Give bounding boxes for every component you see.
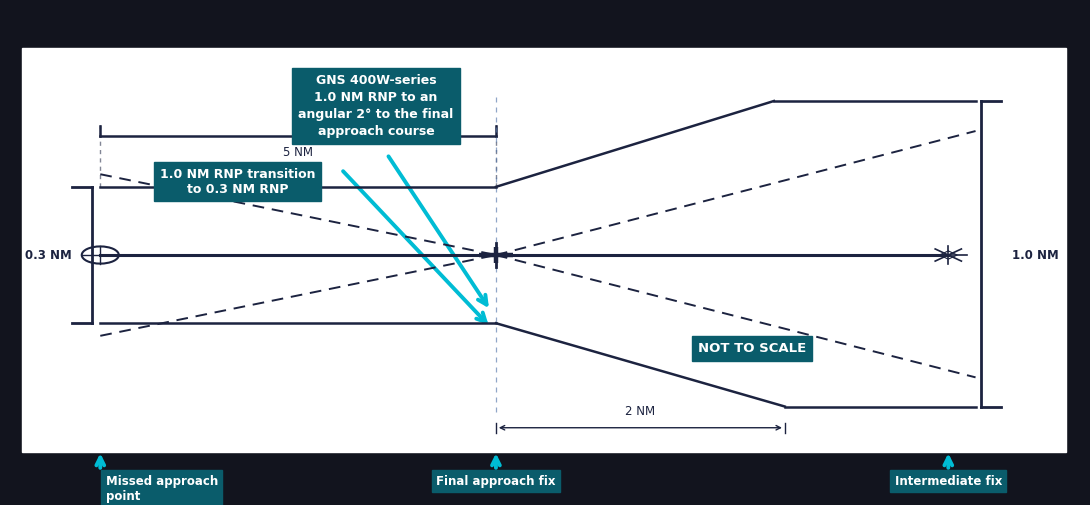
- Text: 5 NM: 5 NM: [283, 146, 313, 160]
- Text: Final approach fix: Final approach fix: [436, 475, 556, 488]
- Text: 1.0 NM RNP transition
to 0.3 NM RNP: 1.0 NM RNP transition to 0.3 NM RNP: [160, 168, 315, 196]
- Text: Intermediate fix: Intermediate fix: [895, 475, 1002, 488]
- Text: NOT TO SCALE: NOT TO SCALE: [698, 342, 807, 355]
- Text: 1.0 NM: 1.0 NM: [1013, 248, 1058, 262]
- Text: 0.3 NM: 0.3 NM: [25, 248, 71, 262]
- Text: Missed approach
point: Missed approach point: [106, 475, 218, 502]
- FancyBboxPatch shape: [22, 48, 1066, 452]
- Text: GNS 400W-series
1.0 NM RNP to an
angular 2° to the final
approach course: GNS 400W-series 1.0 NM RNP to an angular…: [299, 74, 453, 138]
- Text: 2 NM: 2 NM: [626, 405, 655, 418]
